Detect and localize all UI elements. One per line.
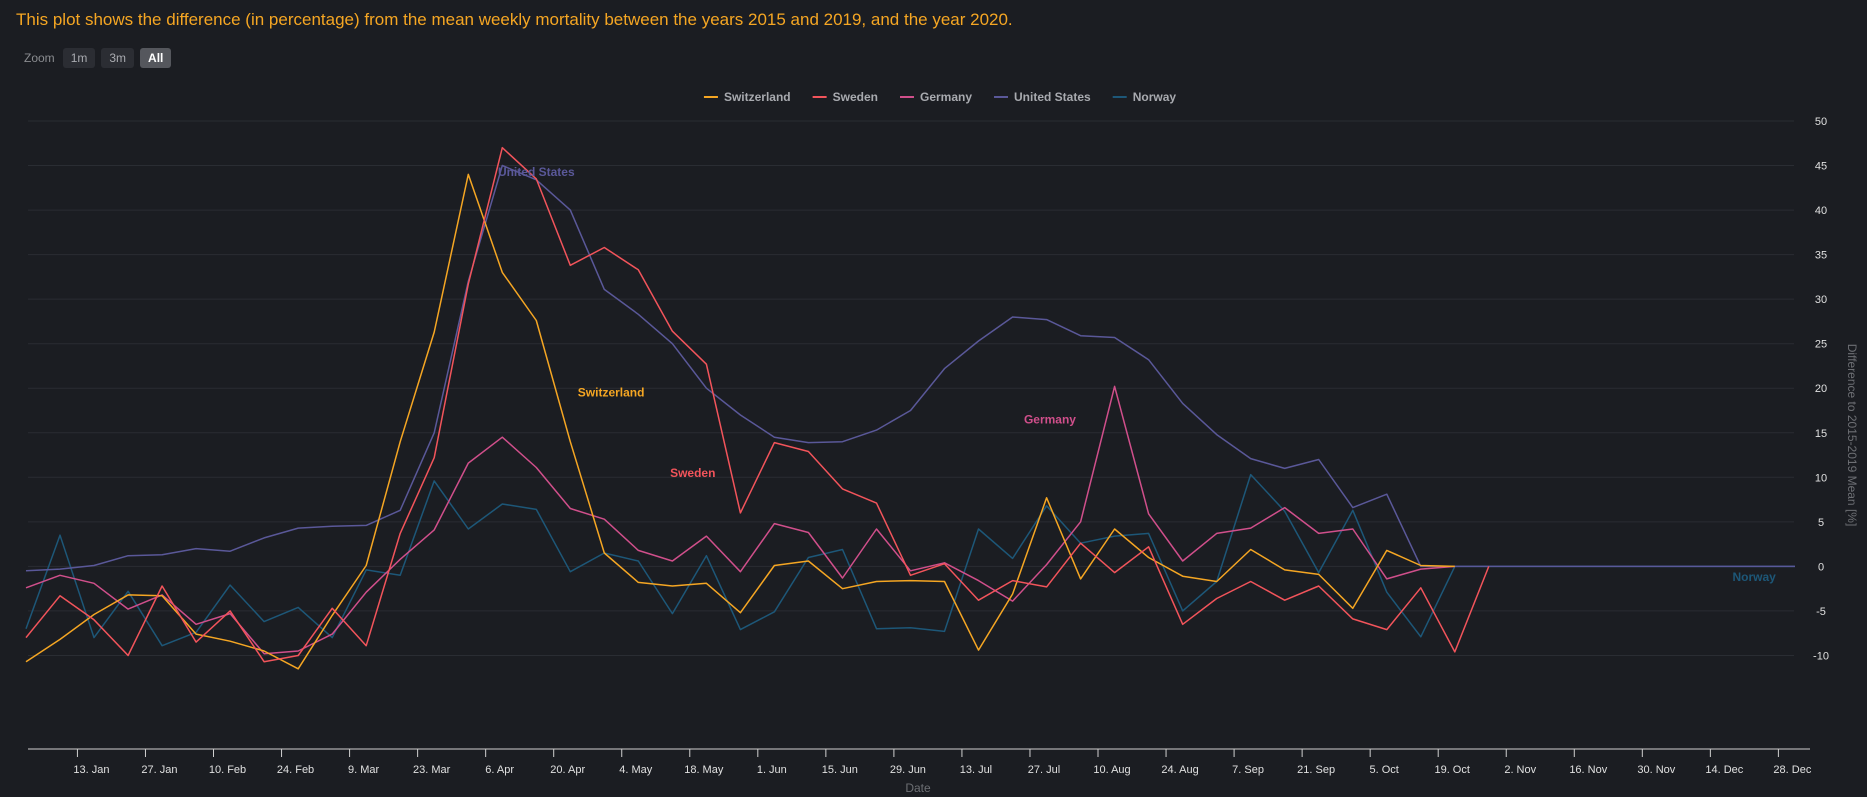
x-axis: 13. Jan 27. Jan 10. Feb 24. Feb 9. Mar 23. Ma… (28, 748, 1812, 776)
x-tick-label: 7. Sep (1232, 764, 1264, 776)
series-label-switzerland: Switzerland (578, 386, 645, 400)
legend-item-switzerland[interactable]: Switzerland (703, 90, 791, 104)
y-tick-label: 25 (1815, 339, 1827, 351)
series-label-germany: Germany (1024, 412, 1076, 426)
y-tick-label: 40 (1815, 205, 1827, 217)
series-labels: Switzerland Sweden Germany United States Nor… (498, 165, 1776, 584)
legend-label: United States (1014, 90, 1091, 104)
legend-item-sweden[interactable]: Sweden (812, 90, 878, 104)
legend-label: Sweden (833, 90, 878, 104)
zoom-label: Zoom (24, 51, 55, 65)
legend-label: Norway (1133, 90, 1177, 104)
y-tick-label: -5 (1816, 606, 1826, 618)
x-tick-label: 6. Apr (485, 764, 514, 776)
series-label-sweden: Sweden (670, 466, 715, 480)
y-tick-label: 30 (1815, 294, 1827, 306)
x-tick-label: 21. Sep (1297, 764, 1335, 776)
legend-item-united-states[interactable]: United States (994, 90, 1091, 104)
y-tick-label: 10 (1815, 472, 1827, 484)
chart-caption: This plot shows the difference (in perce… (16, 10, 1013, 29)
x-tick-label: 19. Oct (1434, 764, 1469, 776)
x-tick-label: 9. Mar (348, 764, 380, 776)
grid-lines (28, 120, 1794, 656)
y-tick-label: 15 (1815, 428, 1827, 440)
series-line-switzerland (25, 173, 1455, 670)
x-tick-label: 30. Nov (1637, 764, 1675, 776)
series-line-sweden (25, 146, 1490, 663)
x-tick-label: 27. Jul (1028, 764, 1060, 776)
series-label-united-states: United States (498, 165, 575, 179)
x-tick-label: 24. Feb (277, 764, 314, 776)
legend: Switzerland Sweden Germany United States Nor… (703, 90, 1177, 104)
x-tick-label: 4. May (619, 764, 653, 776)
x-tick-label: 28. Dec (1773, 764, 1811, 776)
x-tick-label: 18. May (684, 764, 724, 776)
x-tick-label: 23. Mar (413, 764, 451, 776)
y-tick-label: 20 (1815, 383, 1827, 395)
y-tick-label: -10 (1813, 650, 1829, 662)
y-tick-label: 50 (1815, 116, 1827, 128)
series-lines (25, 146, 1795, 670)
series-line-united-states (25, 164, 1795, 572)
legend-item-germany[interactable]: Germany (899, 90, 972, 104)
zoom-1m-button[interactable]: 1m (62, 48, 96, 68)
y-tick-label: 45 (1815, 161, 1827, 173)
x-tick-label: 2. Nov (1504, 764, 1536, 776)
x-tick-label: 10. Aug (1093, 764, 1130, 776)
legend-label: Switzerland (724, 90, 791, 104)
legend-item-norway[interactable]: Norway (1112, 90, 1177, 104)
zoom-3m-button[interactable]: 3m (101, 48, 135, 68)
series-label-norway: Norway (1732, 570, 1776, 584)
series-line-norway (25, 473, 1795, 647)
series-line-germany (25, 385, 1455, 655)
x-tick-label: 16. Nov (1569, 764, 1607, 776)
x-tick-label: 5. Oct (1369, 764, 1398, 776)
x-tick-label: 1. Jun (757, 764, 787, 776)
y-tick-label: 0 (1818, 561, 1824, 573)
y-axis-ticks: -10 -5 0 5 10 15 20 25 30 35 40 45 50 (1813, 116, 1829, 662)
legend-label: Germany (920, 90, 972, 104)
x-tick-label: 15. Jun (822, 764, 858, 776)
y-tick-label: 35 (1815, 250, 1827, 262)
x-tick-label: 20. Apr (550, 764, 585, 776)
x-axis-title: Date (905, 781, 931, 795)
x-tick-label: 24. Aug (1161, 764, 1198, 776)
y-axis-title: Difference to 2015-2019 Mean [%] (1845, 344, 1859, 527)
x-tick-label: 10. Feb (209, 764, 246, 776)
x-tick-label: 27. Jan (141, 764, 177, 776)
zoom-all-button[interactable]: All (140, 48, 172, 68)
x-tick-label: 13. Jul (960, 764, 992, 776)
x-tick-label: 29. Jun (890, 764, 926, 776)
x-tick-label: 14. Dec (1705, 764, 1743, 776)
y-tick-label: 5 (1818, 517, 1824, 529)
zoom-controls: Zoom 1m 3m All (24, 48, 172, 68)
x-tick-label: 13. Jan (73, 764, 109, 776)
